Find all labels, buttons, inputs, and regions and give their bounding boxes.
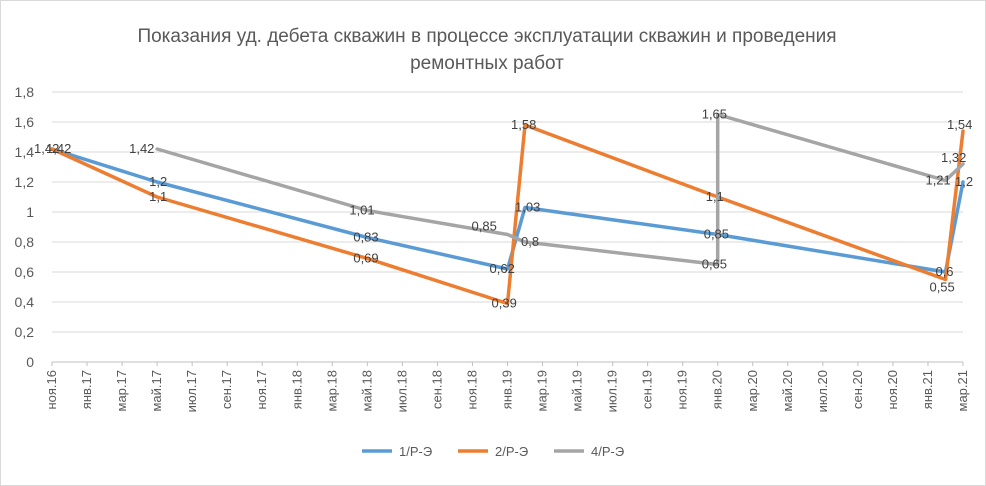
data-label: 1,54 <box>947 117 972 132</box>
x-tick-label: янв.18 <box>289 370 304 409</box>
legend-label: 1/Р-Э <box>399 444 432 459</box>
data-label: 0,85 <box>704 227 729 242</box>
x-tick-label: ноя.20 <box>885 370 900 410</box>
x-tick-label: июл.18 <box>394 370 409 412</box>
legend[interactable]: 1/Р-Э 2/Р-Э 4/Р-Э <box>362 444 624 459</box>
y-tick-label: 1,2 <box>15 174 35 190</box>
y-tick-label: 1,6 <box>15 114 35 130</box>
y-tick-label: 0,2 <box>15 324 35 340</box>
gridlines <box>52 91 963 363</box>
data-label: 1,58 <box>511 117 536 132</box>
y-tick-label: 0,6 <box>15 264 35 280</box>
data-label: 1,42 <box>46 141 71 156</box>
x-tick-label: ноя.16 <box>44 370 59 410</box>
data-label: 1,01 <box>349 203 374 218</box>
data-label: 0,69 <box>353 251 378 266</box>
legend-label: 4/Р-Э <box>591 444 624 459</box>
legend-item-1[interactable]: 1/Р-Э <box>362 444 432 459</box>
chart-title-line-2: ремонтных работ <box>410 53 564 74</box>
data-label: 0,85 <box>472 219 497 234</box>
x-tick-label: май.20 <box>780 370 795 412</box>
x-tick-label: ноя.18 <box>464 370 479 410</box>
x-tick-label: сен.17 <box>219 370 234 409</box>
x-tick-label: мар.19 <box>535 370 550 411</box>
x-tick-label: янв.20 <box>710 370 725 409</box>
x-axis-ticks: ноя.16 янв.17 мар.17 май.17 июл.17 сен.17 ноя.… <box>44 362 970 412</box>
data-label: 1,2 <box>149 174 167 189</box>
x-tick-label: сен.18 <box>429 370 444 409</box>
x-tick-label: ноя.17 <box>254 370 269 410</box>
data-label: 0,39 <box>492 296 517 311</box>
series-line-2 <box>50 123 965 306</box>
x-tick-label: июл.19 <box>605 370 620 412</box>
y-tick-label: 0 <box>26 354 34 370</box>
data-label: 0,6 <box>935 264 953 279</box>
data-label: 1,42 <box>34 141 59 156</box>
legend-item-3[interactable]: 4/Р-Э <box>554 444 624 459</box>
x-tick-label: май.19 <box>570 370 585 412</box>
y-tick-label: 1,8 <box>15 84 35 100</box>
legend-label: 2/Р-Э <box>495 444 528 459</box>
data-label: 0,55 <box>929 280 954 295</box>
x-tick-label: мар.21 <box>955 370 970 411</box>
data-labels: 1,42 1,2 0,83 0,62 1,03 0,85 0,6 1,2 1,42 1,1 0,69… <box>34 107 973 311</box>
series-line-3 <box>155 112 965 267</box>
y-tick-label: 0,4 <box>15 294 35 310</box>
data-label: 0,62 <box>490 261 515 276</box>
x-tick-label: янв.21 <box>920 370 935 409</box>
y-tick-label: 1 <box>26 204 34 220</box>
data-label: 1,65 <box>702 107 727 122</box>
x-tick-label: янв.19 <box>500 370 515 409</box>
x-tick-label: июл.17 <box>184 370 199 412</box>
data-label: 0,83 <box>353 230 378 245</box>
data-label: 1,21 <box>925 173 950 188</box>
x-tick-label: май.17 <box>149 370 164 412</box>
data-label: 1,03 <box>515 200 540 215</box>
y-tick-label: 1,4 <box>15 144 35 160</box>
data-label: 1,1 <box>149 189 167 204</box>
y-axis-ticks: 0 0,2 0,4 0,6 0,8 1 1,2 1,4 1,6 1,8 <box>15 84 35 370</box>
data-label: 1,1 <box>706 189 724 204</box>
chart-title-line-1: Показания уд. дебета скважин в процессе … <box>137 26 836 47</box>
x-tick-label: сен.20 <box>850 370 865 409</box>
x-tick-label: мар.17 <box>114 370 129 411</box>
x-tick-label: мар.18 <box>324 370 339 411</box>
legend-item-2[interactable]: 2/Р-Э <box>458 444 528 459</box>
data-label: 1,32 <box>941 150 966 165</box>
series-lines <box>50 112 965 306</box>
data-label: 1,42 <box>129 141 154 156</box>
x-tick-label: мар.20 <box>745 370 760 411</box>
y-tick-label: 0,8 <box>15 234 35 250</box>
x-tick-label: сен.19 <box>640 370 655 409</box>
x-tick-label: ноя.19 <box>675 370 690 410</box>
x-tick-label: янв.17 <box>79 370 94 409</box>
x-tick-label: май.18 <box>359 370 374 412</box>
data-label: 0,8 <box>521 234 539 249</box>
data-label: 1,2 <box>955 174 973 189</box>
x-tick-label: июл.20 <box>815 370 830 412</box>
data-label: 0,65 <box>702 257 727 272</box>
